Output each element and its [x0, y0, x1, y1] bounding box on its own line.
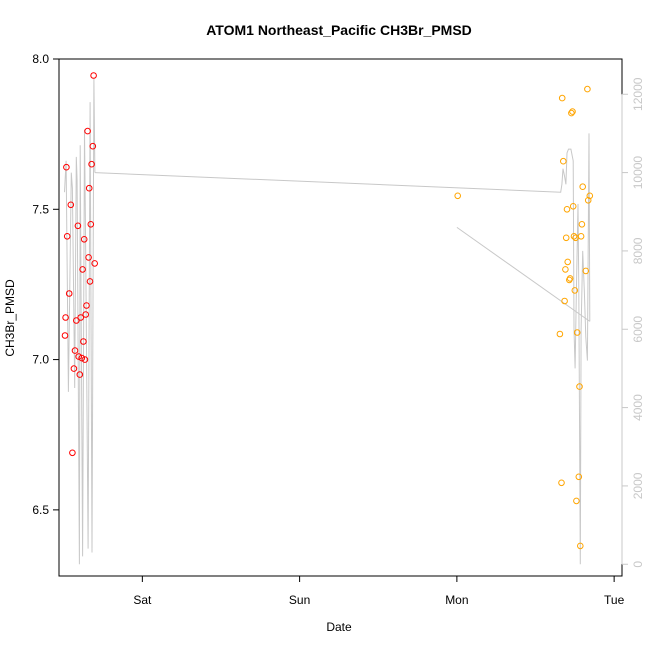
data-point: [566, 275, 574, 282]
data-point: [89, 142, 97, 150]
data-point: [62, 314, 69, 321]
data-point: [582, 267, 590, 275]
x-tick-label: Tue: [604, 593, 625, 607]
data-point: [573, 329, 581, 336]
data-point: [91, 260, 98, 267]
data-point: [76, 371, 84, 378]
x-tick-label: Sat: [133, 593, 152, 607]
data-point: [80, 338, 87, 345]
data-point: [561, 297, 568, 305]
x-axis-label: Date: [326, 620, 352, 634]
data-point: [79, 266, 86, 273]
y2-tick-label: 4000: [631, 394, 645, 421]
data-point: [86, 278, 94, 285]
data-point: [71, 347, 79, 354]
data-point: [85, 184, 93, 192]
x-tick-label: Mon: [445, 593, 468, 607]
y2-axis: 0 2000 4000 6000 8000 10000 12000: [621, 77, 645, 568]
data-point: [74, 222, 82, 230]
altitude-layer: [64, 78, 591, 565]
data-point: [73, 317, 80, 324]
data-point: [584, 197, 592, 204]
altitude-line: [94, 133, 591, 565]
data-point: [82, 311, 89, 318]
data-point: [81, 356, 89, 363]
data-point: [571, 287, 579, 294]
data-point: [83, 302, 90, 309]
data-point: [579, 183, 587, 190]
data-point: [577, 233, 585, 240]
y-tick-label: 7.0: [32, 353, 49, 367]
data-point: [65, 290, 73, 297]
data-point: [562, 266, 569, 273]
data-point: [69, 449, 76, 457]
y-tick-label: 8.0: [32, 52, 49, 66]
data-point: [556, 330, 564, 338]
y2-tick-label: 2000: [631, 472, 645, 499]
chart-title: ATOM1 Northeast_Pacific CH3Br_PMSD: [206, 22, 472, 38]
data-point: [569, 108, 576, 115]
data-point: [562, 234, 570, 242]
x-axis: Sat Sun Mon Tue: [133, 575, 625, 607]
data-point: [80, 236, 88, 243]
data-point: [88, 160, 95, 168]
data-point: [563, 206, 571, 213]
y2-tick-label: 10000: [631, 156, 645, 190]
y2-tick-label: 12000: [631, 77, 645, 111]
data-point: [85, 254, 92, 261]
data-point: [90, 72, 97, 79]
data-point: [558, 479, 565, 487]
y2-tick-label: 0: [631, 561, 645, 568]
data-point: [569, 203, 577, 210]
data-point: [84, 127, 91, 135]
y-tick-label: 7.5: [32, 202, 49, 216]
data-point: [586, 192, 594, 200]
points-layer: [61, 72, 594, 550]
data-point: [70, 365, 78, 372]
data-point: [560, 157, 567, 165]
altitude-line: [456, 226, 591, 322]
y-axis: 6.5 7.0 7.5 8.0: [32, 52, 60, 517]
data-point: [570, 233, 578, 240]
data-point: [558, 94, 566, 102]
data-point: [573, 497, 580, 505]
data-point: [61, 332, 69, 339]
data-point: [67, 201, 75, 209]
data-point: [575, 473, 583, 481]
y2-tick-label: 8000: [631, 237, 645, 264]
data-point: [564, 258, 572, 266]
y-axis-label: CH3Br_PMSD: [3, 279, 17, 357]
data-point: [63, 163, 70, 171]
data-point: [63, 233, 71, 240]
altitude-line: [64, 78, 96, 565]
data-point: [568, 109, 575, 117]
data-point: [75, 353, 82, 360]
data-point: [77, 314, 84, 321]
data-point: [584, 85, 591, 93]
data-point: [577, 542, 584, 550]
data-point: [87, 221, 95, 228]
y-tick-label: 6.5: [32, 503, 49, 517]
data-point: [78, 354, 86, 362]
data-point: [454, 192, 462, 200]
data-point: [578, 221, 586, 228]
x-tick-label: Sun: [289, 593, 310, 607]
y2-tick-label: 6000: [631, 316, 645, 343]
data-point: [576, 383, 583, 390]
plot-frame: [58, 58, 623, 577]
